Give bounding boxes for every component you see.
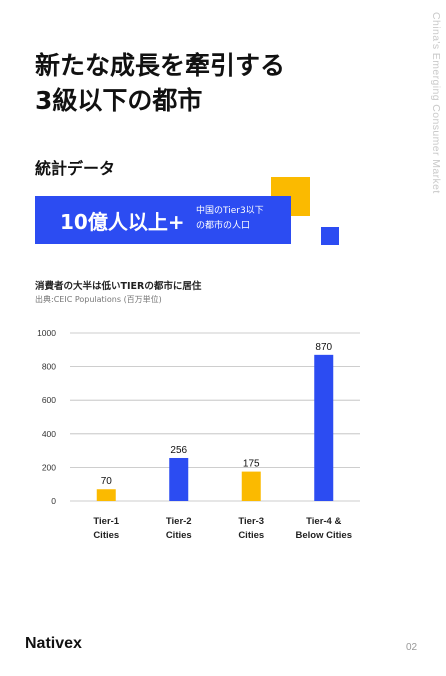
stat-note: 中国のTier3以下 の都市の人口	[196, 204, 288, 234]
data-label: 870	[315, 342, 332, 353]
data-label: 175	[243, 459, 260, 470]
x-tick-label: Cities	[93, 530, 119, 541]
stat-note-line-2: の都市の人口	[196, 221, 251, 231]
page-title-line-2: 3級以下の都市	[35, 86, 203, 115]
stat-note-line-1: 中国のTier3以下	[196, 206, 264, 216]
y-tick-label: 800	[42, 362, 56, 372]
bar	[169, 457, 189, 501]
y-tick-label: 1000	[37, 328, 56, 338]
data-label: 70	[101, 476, 113, 487]
x-tick-label: Tier-4 &	[306, 516, 341, 527]
section-heading: 統計データ	[35, 159, 116, 178]
bar	[241, 471, 261, 501]
x-tick-label: Tier-1	[93, 516, 119, 527]
bar	[314, 354, 334, 501]
stat-banner: 10億人以上+ 中国のTier3以下 の都市の人口	[35, 196, 291, 244]
x-tick-label: Cities	[238, 530, 264, 541]
chart-source: 出典:CEIC Populations (百万単位)	[35, 295, 162, 304]
page-title-line-1: 新たな成長を牽引する	[35, 51, 286, 80]
stat-value: 10億人以上+	[60, 210, 185, 234]
side-label: China's Emerging Consumer Market	[430, 12, 442, 194]
data-label: 256	[170, 445, 187, 456]
y-tick-label: 400	[42, 429, 56, 439]
x-tick-label: Tier-2	[166, 516, 192, 527]
decorative-blue-square	[321, 227, 339, 245]
y-tick-label: 200	[42, 462, 56, 472]
y-tick-label: 600	[42, 395, 56, 405]
y-tick-label: 0	[51, 496, 56, 506]
nativex-logo: Nativex	[25, 635, 82, 652]
chart-title: 消費者の大半は低いTIERの都市に居住	[35, 281, 202, 292]
page-title: 新たな成長を牽引する 3級以下の都市	[35, 48, 285, 118]
x-tick-label: Cities	[166, 530, 192, 541]
bar	[96, 489, 116, 501]
x-tick-label: Tier-3	[238, 516, 264, 527]
page-number: 02	[406, 642, 418, 653]
x-tick-label: Below Cities	[296, 530, 353, 541]
